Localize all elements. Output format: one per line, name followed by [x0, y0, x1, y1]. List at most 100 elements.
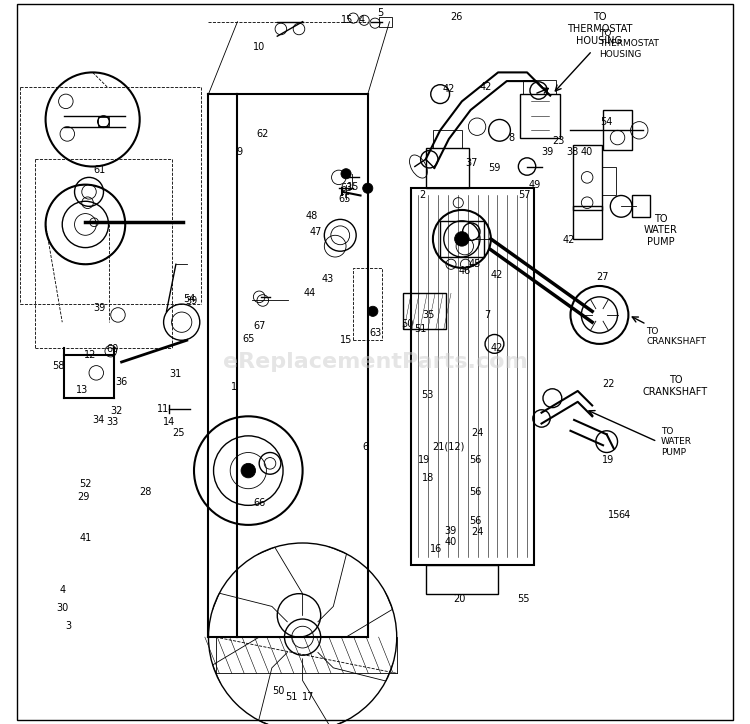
- Text: 65: 65: [338, 194, 351, 204]
- Text: 53: 53: [421, 390, 434, 400]
- Text: 25: 25: [172, 428, 184, 438]
- Text: 18: 18: [422, 473, 435, 483]
- Text: 28: 28: [140, 487, 152, 497]
- Text: 52: 52: [80, 479, 92, 489]
- Bar: [602, 167, 616, 195]
- Text: 64: 64: [619, 510, 631, 521]
- Text: 37: 37: [465, 158, 478, 168]
- Text: 49: 49: [528, 180, 541, 190]
- Text: 32: 32: [110, 405, 123, 416]
- Text: 2: 2: [419, 190, 425, 201]
- Text: 1: 1: [231, 382, 237, 392]
- Text: TO
THERMOSTAT
HOUSING: TO THERMOSTAT HOUSING: [567, 12, 632, 46]
- Text: 63: 63: [340, 183, 352, 193]
- Bar: [379, 17, 392, 27]
- Text: 41: 41: [80, 533, 92, 543]
- Text: 39: 39: [542, 147, 554, 157]
- Text: 58: 58: [52, 361, 64, 371]
- Text: 10: 10: [253, 42, 266, 52]
- Text: 15: 15: [341, 15, 354, 25]
- Text: 19: 19: [602, 455, 614, 465]
- Text: 42: 42: [562, 235, 575, 245]
- Text: 31: 31: [169, 369, 182, 379]
- Text: 15: 15: [340, 335, 352, 345]
- Text: 21(12): 21(12): [433, 442, 465, 452]
- Text: 66: 66: [253, 498, 266, 508]
- Text: 26: 26: [450, 12, 462, 22]
- Text: 61: 61: [94, 165, 106, 175]
- Text: 44: 44: [304, 288, 316, 298]
- Text: 35: 35: [422, 310, 435, 320]
- Text: 3: 3: [66, 621, 72, 631]
- Bar: [98, 117, 109, 126]
- Text: 23: 23: [553, 136, 565, 146]
- Text: 56: 56: [469, 455, 481, 465]
- Text: 22: 22: [602, 379, 614, 389]
- Text: 51: 51: [285, 692, 297, 702]
- Text: 48: 48: [306, 211, 318, 221]
- Text: 47: 47: [310, 227, 322, 237]
- Text: 60: 60: [106, 344, 119, 354]
- Text: 57: 57: [518, 190, 530, 201]
- Bar: [632, 195, 650, 217]
- Text: 30: 30: [56, 603, 68, 613]
- Text: 24: 24: [471, 527, 483, 537]
- Circle shape: [363, 183, 373, 193]
- Bar: [440, 221, 484, 257]
- Text: 42: 42: [490, 270, 502, 280]
- Bar: [411, 188, 534, 565]
- Text: 33: 33: [106, 417, 119, 427]
- Text: 20: 20: [454, 594, 466, 605]
- Text: 27: 27: [596, 272, 608, 282]
- Text: 19: 19: [418, 455, 430, 465]
- Text: 63: 63: [369, 328, 381, 338]
- Text: TO
THERMOSTAT
HOUSING: TO THERMOSTAT HOUSING: [599, 29, 659, 59]
- Text: 59: 59: [488, 163, 501, 173]
- Text: 40: 40: [444, 536, 457, 547]
- Text: 56: 56: [469, 487, 481, 497]
- Text: 15: 15: [608, 510, 620, 521]
- Text: 39: 39: [444, 526, 457, 536]
- Text: 4: 4: [59, 585, 65, 595]
- Bar: [403, 293, 446, 329]
- Text: 17: 17: [302, 692, 313, 702]
- Text: TO
WATER
PUMP: TO WATER PUMP: [644, 214, 678, 247]
- Text: eReplacementParts.com: eReplacementParts.com: [223, 352, 527, 372]
- Text: 54: 54: [184, 294, 196, 304]
- Text: 46: 46: [459, 266, 471, 277]
- Text: 13: 13: [76, 384, 88, 395]
- Text: 67: 67: [253, 321, 266, 331]
- Text: 39: 39: [93, 303, 105, 313]
- Text: 50: 50: [272, 686, 285, 696]
- Text: 54: 54: [601, 117, 613, 127]
- Text: 16: 16: [430, 544, 442, 554]
- Bar: [426, 565, 498, 594]
- Bar: [524, 80, 556, 94]
- Text: 42: 42: [490, 342, 502, 353]
- Text: 51: 51: [414, 324, 426, 334]
- Text: 15: 15: [347, 182, 359, 192]
- Text: 40: 40: [581, 147, 593, 157]
- Circle shape: [368, 306, 378, 316]
- Text: 14: 14: [163, 417, 175, 427]
- Text: TO
CRANKSHAFT: TO CRANKSHAFT: [646, 327, 706, 346]
- Text: 8: 8: [508, 132, 515, 143]
- Text: 43: 43: [322, 274, 334, 284]
- Text: 50: 50: [401, 319, 414, 329]
- Text: 34: 34: [92, 415, 104, 425]
- Text: 12: 12: [84, 350, 97, 360]
- Bar: [603, 110, 632, 150]
- Text: 24: 24: [471, 428, 483, 438]
- Text: 56: 56: [469, 516, 481, 526]
- Circle shape: [454, 232, 469, 246]
- Text: 55: 55: [518, 594, 530, 605]
- Text: 42: 42: [442, 84, 455, 94]
- Bar: [433, 130, 462, 148]
- Text: 6: 6: [362, 442, 369, 452]
- Text: 65: 65: [242, 334, 254, 344]
- Text: 38: 38: [566, 147, 579, 157]
- Text: 62: 62: [256, 129, 269, 139]
- Text: 11: 11: [157, 404, 169, 414]
- Circle shape: [241, 463, 256, 478]
- Text: 45: 45: [469, 259, 481, 269]
